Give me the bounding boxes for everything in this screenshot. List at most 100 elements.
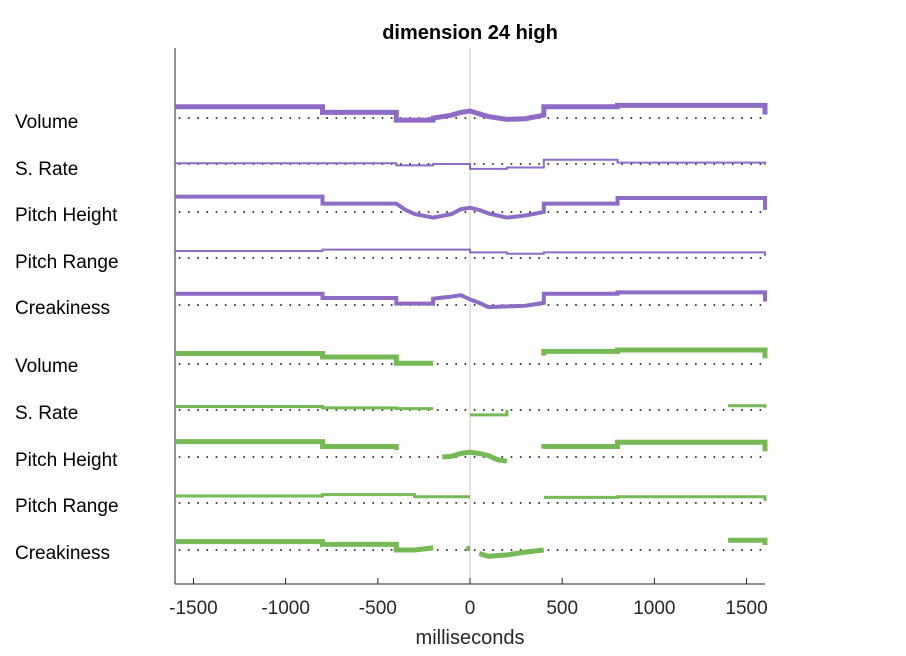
baseline-dot	[676, 549, 679, 551]
baseline-dot	[215, 117, 218, 119]
baseline-dot	[556, 409, 559, 411]
baseline-dot	[427, 456, 430, 458]
baseline-dot	[547, 549, 550, 551]
baseline-dot	[602, 211, 605, 213]
baseline-dot	[381, 409, 384, 411]
baseline-dot	[464, 304, 467, 306]
baseline-dot	[731, 257, 734, 259]
baseline-dot	[482, 163, 485, 165]
baseline-dot	[657, 456, 660, 458]
baseline-dot	[584, 304, 587, 306]
baseline-dot	[565, 456, 568, 458]
baseline-dot	[611, 409, 614, 411]
baseline-dot	[187, 257, 190, 259]
series-line-purple-4	[175, 248, 766, 256]
baseline-dot	[233, 502, 236, 504]
baseline-dot	[261, 257, 264, 259]
baseline-dot	[565, 257, 568, 259]
baseline-dot	[648, 363, 651, 365]
baseline-dot	[621, 304, 624, 306]
baseline-dot	[584, 163, 587, 165]
baseline-dot	[289, 409, 292, 411]
baseline-dot	[510, 549, 513, 551]
baseline-dot	[362, 304, 365, 306]
baseline-dot	[667, 304, 670, 306]
baseline-dot	[750, 211, 753, 213]
baseline-dot	[233, 363, 236, 365]
baseline-dot	[243, 456, 246, 458]
baseline-dot	[206, 257, 209, 259]
baseline-dot	[445, 211, 448, 213]
baseline-dot	[178, 257, 181, 259]
baseline-dot	[713, 456, 716, 458]
baseline-dot	[584, 363, 587, 365]
x-tick-label: -1000	[261, 598, 310, 619]
baseline-dot	[621, 409, 624, 411]
baseline-dot	[602, 117, 605, 119]
baseline-dot	[252, 502, 255, 504]
baseline-dot	[602, 304, 605, 306]
baseline-dot	[197, 549, 200, 551]
baseline-dot	[519, 409, 522, 411]
baseline-dot	[694, 409, 697, 411]
x-tick-label: -500	[359, 598, 397, 619]
baseline-dot	[224, 304, 227, 306]
baseline-dot	[289, 363, 292, 365]
baseline-dot	[510, 409, 513, 411]
baseline-dot	[685, 409, 688, 411]
baseline-dot	[224, 409, 227, 411]
baseline-dot	[639, 549, 642, 551]
baseline-dot	[233, 211, 236, 213]
baseline-dot	[704, 456, 707, 458]
baseline-dot	[510, 211, 513, 213]
series-line-purple-2	[175, 158, 766, 170]
baseline-dot	[492, 257, 495, 259]
baseline-dot	[722, 304, 725, 306]
baseline-dot	[750, 549, 753, 551]
baseline-dot	[215, 409, 218, 411]
baseline-dot	[722, 502, 725, 504]
baseline-dot	[261, 456, 264, 458]
baseline-dot	[621, 117, 624, 119]
baseline-dot	[648, 257, 651, 259]
baseline-dot	[215, 304, 218, 306]
x-tick-label: 500	[546, 598, 578, 619]
baseline-dot	[289, 549, 292, 551]
baseline-dot	[694, 456, 697, 458]
baseline-dot	[639, 257, 642, 259]
baseline-dot	[611, 304, 614, 306]
baseline-dot	[289, 304, 292, 306]
baseline-dot	[528, 163, 531, 165]
baseline-dot	[611, 211, 614, 213]
baseline-dot	[243, 549, 246, 551]
baseline-dot	[740, 549, 743, 551]
baseline-dot	[353, 257, 356, 259]
baseline-dot	[178, 502, 181, 504]
baseline-dot	[759, 549, 762, 551]
baseline-dot	[206, 211, 209, 213]
axes: -1500 -1000 -500 0 500 1000 1500	[169, 48, 768, 619]
baseline-dot	[197, 363, 200, 365]
baseline-dot	[427, 257, 430, 259]
baseline-dot	[731, 304, 734, 306]
baseline-dot	[473, 211, 476, 213]
baseline-dot	[547, 409, 550, 411]
baseline-dot	[565, 117, 568, 119]
baseline-dot	[694, 117, 697, 119]
baseline-dot	[436, 304, 439, 306]
baseline-dot	[261, 363, 264, 365]
baseline-dot	[611, 456, 614, 458]
baseline-dot	[575, 409, 578, 411]
baseline-dot	[556, 363, 559, 365]
baseline-dot	[473, 363, 476, 365]
baseline-dot	[565, 363, 568, 365]
baseline-dot	[575, 117, 578, 119]
x-tick-label: 1500	[725, 598, 767, 619]
baseline-dot	[722, 409, 725, 411]
baseline-dot	[547, 363, 550, 365]
baseline-dot	[547, 257, 550, 259]
baseline-dot	[740, 502, 743, 504]
baseline-dot	[280, 257, 283, 259]
baseline-dot	[528, 409, 531, 411]
baseline-dot	[243, 257, 246, 259]
